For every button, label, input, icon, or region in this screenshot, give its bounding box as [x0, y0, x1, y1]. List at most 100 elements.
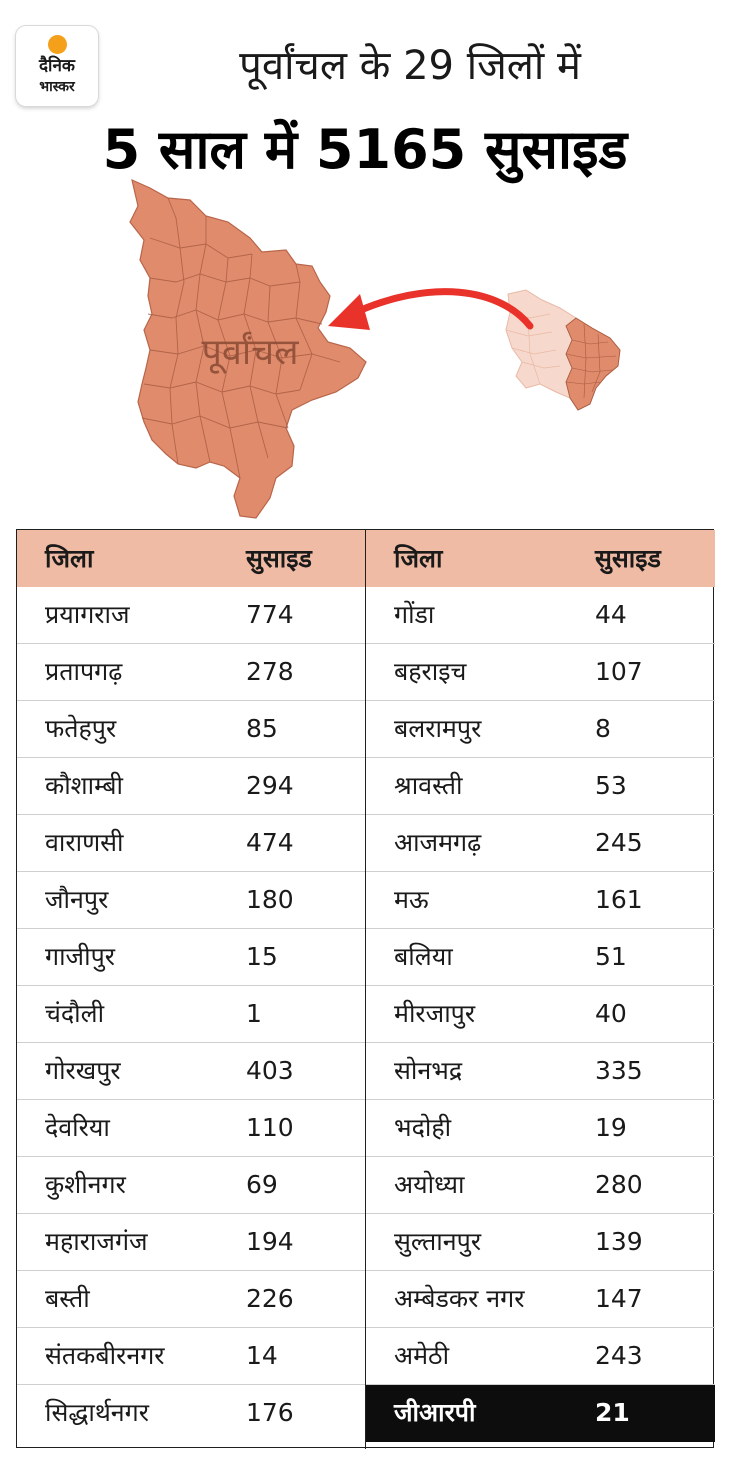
table-row: संतकबीरनगर 14	[17, 1328, 365, 1385]
table-row: महाराजगंज 194	[17, 1214, 365, 1271]
district-name: कौशाम्बी	[45, 771, 124, 800]
district-name: सिद्धार्थनगर	[45, 1398, 149, 1427]
purvanchal-map: पूर्वांचल	[129, 178, 621, 519]
table-row: बस्ती 226	[17, 1271, 365, 1328]
suicide-count: 294	[246, 771, 294, 800]
table-row: देवरिया 110	[17, 1100, 365, 1157]
purvanchal-region-shape	[129, 178, 367, 519]
suicide-count: 14	[246, 1341, 278, 1370]
table-row: फतेहपुर 85	[17, 701, 365, 758]
suicide-table: जिला सुसाइड प्रयागराज 774 प्रतापगढ़ 278 फतेह…	[16, 529, 715, 1449]
suicide-count: 280	[595, 1170, 643, 1199]
table-header: जिला सुसाइड	[366, 530, 715, 587]
district-name: वाराणसी	[45, 828, 124, 857]
table-row: वाराणसी 474	[17, 815, 365, 872]
sun-icon	[48, 35, 67, 54]
suicide-count: 139	[595, 1227, 643, 1256]
suicide-count: 21	[595, 1398, 630, 1427]
table-row: श्रावस्ती 53	[366, 758, 715, 815]
suicide-count: 180	[246, 885, 294, 914]
district-name: देवरिया	[45, 1113, 110, 1142]
table-row: अयोध्या 280	[366, 1157, 715, 1214]
suicide-count: 15	[246, 942, 278, 971]
suicide-count: 194	[246, 1227, 294, 1256]
district-name: मीरजापुर	[394, 999, 476, 1028]
suicide-count: 44	[595, 600, 627, 629]
district-name: प्रतापगढ़	[45, 657, 123, 686]
logo-text-line1: दैनिक	[39, 56, 75, 76]
suicide-count: 474	[246, 828, 294, 857]
purvanchal-label: पूर्वांचल	[201, 331, 299, 374]
table-row: बलरामपुर 8	[366, 701, 715, 758]
suicide-count: 110	[246, 1113, 294, 1142]
table-row: गाजीपुर 15	[17, 929, 365, 986]
suicide-count: 335	[595, 1056, 643, 1085]
suicide-count: 161	[595, 885, 643, 914]
district-name: अम्बेडकर नगर	[394, 1284, 525, 1313]
table-row: सिद्धार्थनगर 176	[17, 1385, 365, 1442]
district-name: अयोध्या	[394, 1170, 465, 1199]
table-row: आजमगढ़ 245	[366, 815, 715, 872]
suicide-count: 53	[595, 771, 627, 800]
district-name: सुल्तानपुर	[394, 1227, 482, 1256]
district-name: बलिया	[394, 942, 453, 971]
header-district: जिला	[394, 544, 443, 573]
district-name: बस्ती	[45, 1284, 90, 1313]
suicide-count: 245	[595, 828, 643, 857]
table-row: गोंडा 44	[366, 587, 715, 644]
district-name: भदोही	[394, 1113, 452, 1142]
table-row: बलिया 51	[366, 929, 715, 986]
district-name: सोनभद्र	[394, 1056, 463, 1085]
suicide-count: 176	[246, 1398, 294, 1427]
dainik-bhaskar-logo: दैनिक भास्कर	[16, 26, 98, 106]
district-name: बहराइच	[394, 657, 467, 686]
suicide-count: 226	[246, 1284, 294, 1313]
district-name: अमेठी	[394, 1341, 450, 1370]
district-name: मऊ	[394, 885, 429, 914]
headline-line1: पूर्वांचल के 29 जिलों में	[239, 43, 581, 89]
suicide-count: 278	[246, 657, 294, 686]
table-column-right: जिला सुसाइड गोंडा 44 बहराइच 107 बलरामपुर 8 श्र…	[366, 530, 715, 1449]
district-name: चंदौली	[45, 999, 105, 1028]
table-row: कुशीनगर 69	[17, 1157, 365, 1214]
logo-text-line2: भास्कर	[39, 79, 75, 95]
headline-line2: 5 साल में 5165 सुसाइड	[102, 118, 628, 181]
district-name: प्रयागराज	[45, 600, 130, 629]
district-name: फतेहपुर	[45, 714, 117, 743]
suicide-count: 51	[595, 942, 627, 971]
table-row: अम्बेडकर नगर 147	[366, 1271, 715, 1328]
table-header: जिला सुसाइड	[17, 530, 365, 587]
district-name: गोंडा	[394, 600, 435, 629]
suicide-count: 19	[595, 1113, 627, 1142]
district-name: जौनपुर	[45, 885, 109, 914]
district-name: कुशीनगर	[45, 1170, 126, 1199]
suicide-count: 243	[595, 1341, 643, 1370]
table-row: अमेठी 243	[366, 1328, 715, 1385]
table-row: कौशाम्बी 294	[17, 758, 365, 815]
table-row: जीआरपी 21	[366, 1385, 715, 1442]
district-name: जीआरपी	[394, 1398, 476, 1427]
table-row: सुल्तानपुर 139	[366, 1214, 715, 1271]
suicide-count: 147	[595, 1284, 643, 1313]
table-row: बहराइच 107	[366, 644, 715, 701]
district-name: आजमगढ़	[394, 828, 482, 857]
district-name: गोरखपुर	[45, 1056, 121, 1085]
table-row: मीरजापुर 40	[366, 986, 715, 1043]
district-name: संतकबीरनगर	[45, 1341, 165, 1370]
district-name: महाराजगंज	[45, 1227, 148, 1256]
table-row: मऊ 161	[366, 872, 715, 929]
district-name: श्रावस्ती	[394, 771, 463, 800]
suicide-count: 1	[246, 999, 262, 1028]
district-name: गाजीपुर	[45, 942, 116, 971]
table-row: प्रतापगढ़ 278	[17, 644, 365, 701]
table-row: प्रयागराज 774	[17, 587, 365, 644]
suicide-count: 774	[246, 600, 294, 629]
district-name: बलरामपुर	[394, 714, 482, 743]
header-district: जिला	[45, 544, 94, 573]
arrow-icon	[348, 288, 534, 330]
suicide-count: 107	[595, 657, 643, 686]
suicide-count: 69	[246, 1170, 278, 1199]
table-row: जौनपुर 180	[17, 872, 365, 929]
suicide-count: 403	[246, 1056, 294, 1085]
table-row: सोनभद्र 335	[366, 1043, 715, 1100]
